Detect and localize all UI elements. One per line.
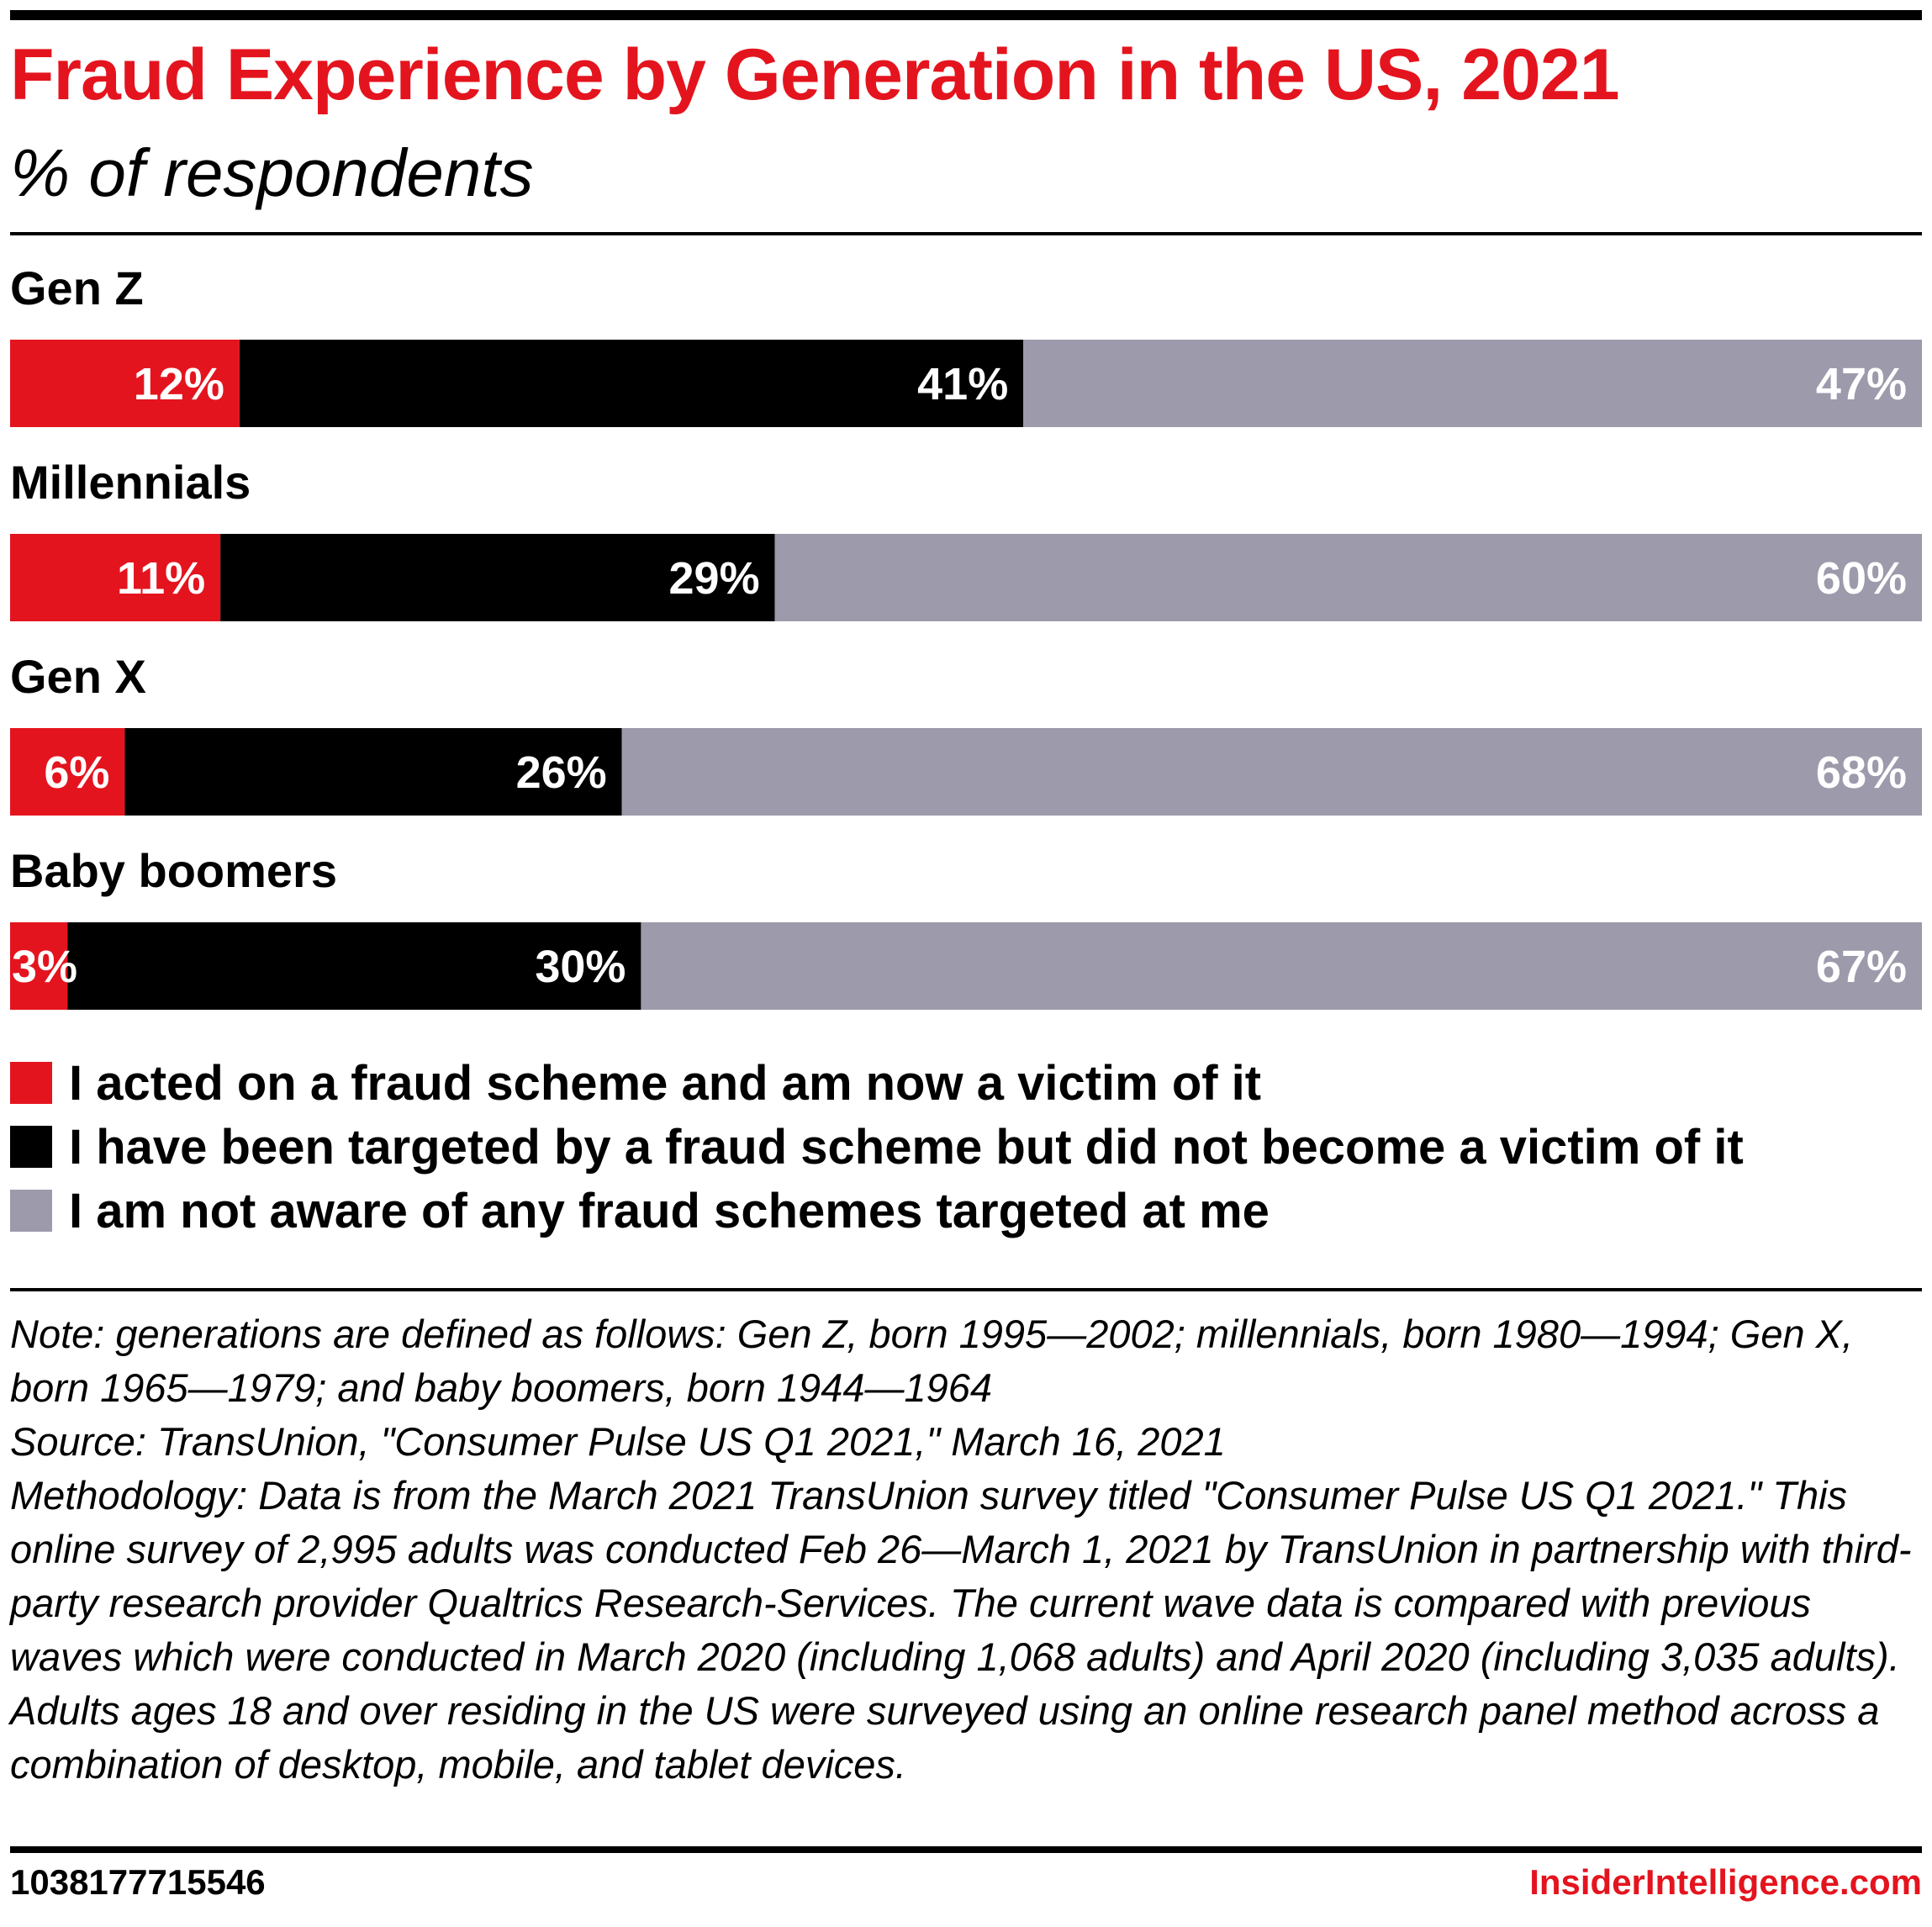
chart-title: Fraud Experience by Generation in the US… (10, 34, 1620, 115)
category-label-gen-z: Gen Z (10, 261, 144, 314)
bar-targeted-millennials (220, 534, 775, 621)
bar-not-aware-gen-x (621, 728, 1922, 816)
legend: I acted on a fraud scheme and am now a v… (10, 1051, 1744, 1243)
bar-victim-gen-z (10, 340, 240, 427)
value-label-not-aware-baby-boomers: 67% (1816, 942, 1907, 992)
value-label-targeted-millennials: 29% (669, 553, 760, 604)
category-label-baby-boomers: Baby boomers (10, 844, 337, 897)
legend-swatch-victim (10, 1062, 52, 1104)
bar-not-aware-baby-boomers (641, 922, 1922, 1010)
value-label-victim-gen-z: 12% (134, 359, 224, 409)
bar-targeted-gen-z (239, 340, 1024, 427)
source-text: Source: TransUnion, "Consumer Pulse US Q… (10, 1419, 1226, 1464)
value-label-targeted-gen-x: 26% (516, 747, 607, 798)
legend-label-not-aware: I am not aware of any fraud schemes targ… (69, 1183, 1270, 1238)
bar-victim-baby-boomers (10, 922, 68, 1010)
legend-item-victim: I acted on a fraud scheme and am now a v… (10, 1051, 1744, 1115)
stacked-bar-chart: Gen Z 12% 41% 47% Millennials 11% 29% 60% Gen X 6… (10, 261, 1922, 1010)
value-label-targeted-gen-z: 41% (917, 359, 1008, 409)
bar-not-aware-millennials (774, 534, 1922, 621)
value-label-not-aware-gen-z: 47% (1816, 359, 1907, 409)
legend-item-targeted: I have been targeted by a fraud scheme b… (10, 1115, 1744, 1179)
chart-id: 1038177715546 (10, 1862, 266, 1902)
value-label-victim-millennials: 11% (117, 553, 205, 604)
footer-rule (10, 1846, 1922, 1853)
legend-swatch-not-aware (10, 1190, 52, 1232)
legend-swatch-targeted (10, 1126, 52, 1168)
category-label-gen-x: Gen X (10, 650, 146, 703)
top-rule (10, 10, 1922, 20)
bar-not-aware-gen-z (1023, 340, 1922, 427)
bar-targeted-baby-boomers (67, 922, 641, 1010)
note-text: Note: generations are defined as follows… (10, 1312, 1854, 1410)
value-label-not-aware-millennials: 60% (1816, 553, 1907, 604)
brand-link[interactable]: InsiderIntelligence.com (1529, 1862, 1922, 1902)
header-divider (10, 232, 1922, 235)
bar-targeted-gen-x (124, 728, 622, 816)
value-label-victim-baby-boomers: 3% (12, 942, 77, 992)
legend-item-not-aware: I am not aware of any fraud schemes targ… (10, 1179, 1744, 1243)
legend-label-targeted: I have been targeted by a fraud scheme b… (69, 1119, 1744, 1175)
chart-notes: Note: generations are defined as follows… (10, 1307, 1922, 1792)
value-label-victim-gen-x: 6% (44, 747, 109, 798)
methodology-text: Methodology: Data is from the March 2021… (10, 1473, 1912, 1787)
category-label-millennials: Millennials (10, 456, 251, 509)
notes-divider (10, 1288, 1922, 1291)
value-label-targeted-baby-boomers: 30% (535, 942, 626, 992)
value-label-not-aware-gen-x: 68% (1816, 747, 1907, 798)
legend-label-victim: I acted on a fraud scheme and am now a v… (69, 1055, 1262, 1111)
bar-victim-millennials (10, 534, 221, 621)
chart-subtitle: % of respondents (10, 135, 534, 210)
bar-victim-gen-x (10, 728, 125, 816)
